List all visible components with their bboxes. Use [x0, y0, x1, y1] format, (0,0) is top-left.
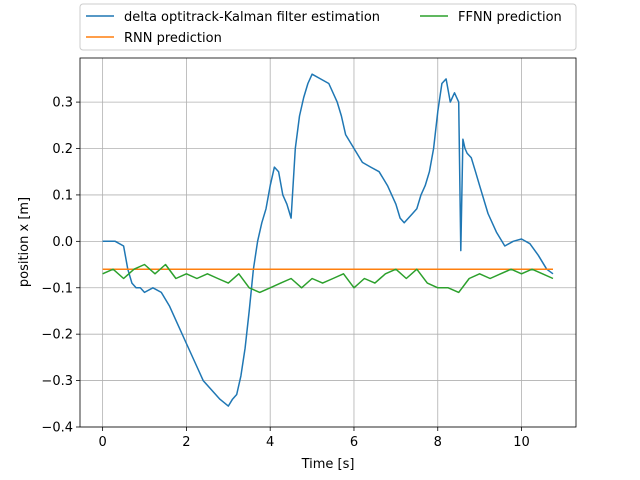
series-line-kalman-estimation	[102, 73, 554, 407]
y-tick-label: 0.3	[52, 96, 73, 111]
y-axis: −0.4 −0.3 −0.2 −0.1 0.0 0.1 0.2 0.3	[41, 96, 80, 436]
legend-box	[79, 3, 577, 51]
y-axis-label: position x [m]	[17, 197, 32, 287]
y-tick-label: −0.3	[41, 374, 73, 389]
x-tick-label: 6	[350, 435, 358, 450]
grid	[80, 58, 576, 428]
series-line-ffnn-prediction	[102, 263, 554, 294]
y-tick-label: 0.0	[52, 235, 73, 250]
plot-frame	[79, 57, 577, 428]
legend-label-rnn-prediction: RNN prediction	[124, 31, 222, 46]
y-tick-label: −0.1	[41, 281, 73, 296]
legend: delta optitrack-Kalman filter estimation…	[79, 3, 577, 51]
x-axis-label: Time [s]	[301, 457, 355, 472]
y-tick-label: −0.4	[41, 421, 73, 436]
x-tick-label: 0	[98, 435, 106, 450]
legend-label-ffnn-prediction: FFNN prediction	[458, 10, 562, 25]
legend-label-kalman-estimation: delta optitrack-Kalman filter estimation	[124, 10, 380, 25]
x-tick-label: 2	[182, 435, 190, 450]
x-tick-label: 8	[434, 435, 442, 450]
y-tick-label: 0.2	[52, 142, 73, 157]
series-group	[102, 73, 554, 407]
y-tick-label: −0.2	[41, 328, 73, 343]
x-axis: 0 2 4 6 8 10	[98, 427, 530, 450]
x-tick-label: 10	[513, 435, 530, 450]
y-tick-label: 0.1	[52, 188, 73, 203]
x-tick-label: 4	[266, 435, 274, 450]
